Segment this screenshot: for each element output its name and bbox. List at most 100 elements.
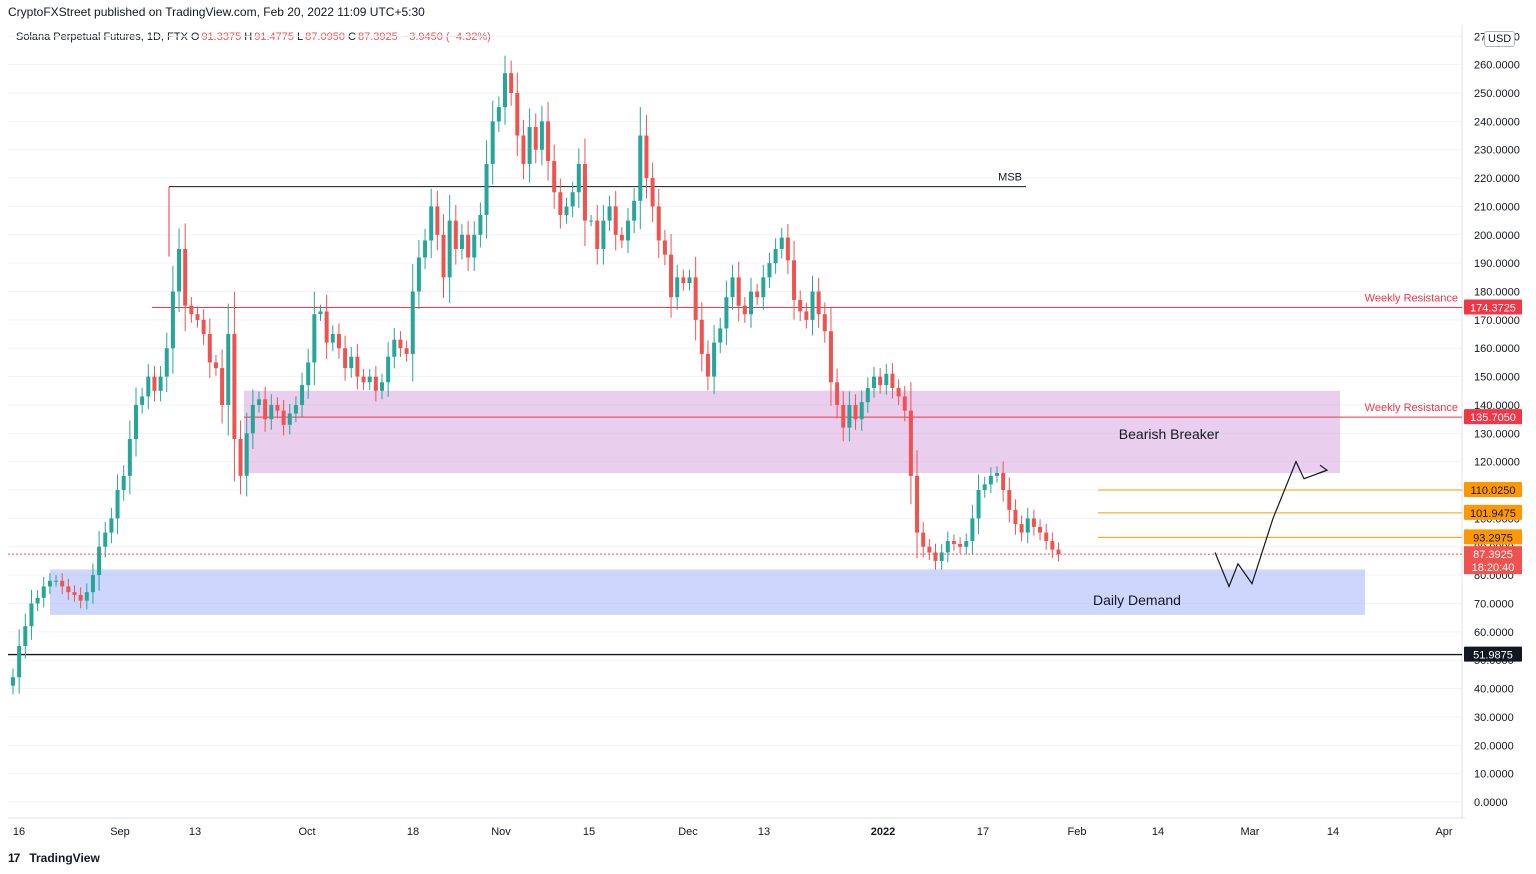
candle-body [724,297,729,329]
candle-body [72,592,77,595]
tradingview-logo-icon: 17 [8,851,20,865]
candle-body [964,541,969,547]
candle-body [1007,490,1012,510]
change-value: −3.9450 (−4.32%) [402,31,491,43]
candle-body [810,291,815,320]
price-chart[interactable]: 0.000010.000020.000030.000040.000050.000… [0,25,1536,845]
x-tick-label: Sep [110,826,130,838]
candle-body [798,300,803,312]
candle-body [115,490,120,519]
candle-body [853,404,858,420]
candle-body [687,277,692,284]
candle-body [662,240,667,255]
candle-body [220,368,225,405]
candle-body [951,541,956,544]
y-tick-label: 180.0000 [1474,287,1520,299]
candle-body [749,291,753,315]
candle-body [822,314,827,332]
y-tick-label: 200.0000 [1474,230,1520,242]
candle-body [1001,473,1006,491]
candle-body [226,334,231,405]
candle-body [29,603,34,627]
candle-body [613,206,618,235]
tradingview-footer[interactable]: 17 TradingView [8,851,100,865]
candle-body [792,260,797,301]
candle-body [705,353,710,377]
bearish-breaker-label: Bearish Breaker [1119,426,1220,442]
low-label: L [297,31,304,43]
candle-body [17,646,22,678]
candle-body [195,314,200,320]
candle-body [35,597,40,604]
candle-body [11,677,15,686]
x-tick-label: 17 [977,826,989,838]
currency-badge[interactable]: USD [1484,31,1516,47]
candle-body [263,399,268,420]
candle-body [287,413,292,425]
price-tag: 135.7050 [1464,409,1522,425]
candle-body [257,399,261,405]
candle-body [23,626,28,647]
candle-body [976,490,981,519]
candle-body [742,305,747,315]
candle-body [570,192,575,207]
candle-body [828,331,833,383]
last-price-bg [1464,546,1522,575]
y-tick-label: 250.0000 [1474,88,1520,100]
price-tag-label: 135.7050 [1470,412,1516,424]
candle-body [134,404,138,439]
symbol-label[interactable]: Solana Perpetual Futures, 1D, FTX [16,31,188,43]
candle-body [1044,532,1049,542]
candle-body [804,311,809,320]
candle-body [453,220,458,249]
x-tick-label: 14 [1152,826,1164,838]
y-tick-label: 40.0000 [1474,684,1514,696]
candle-body [816,291,821,315]
candle-body [275,404,280,411]
candle-body [496,107,501,122]
candle-body [564,206,569,215]
low-value: 87.0950 [305,31,345,43]
candle-body [459,234,464,249]
level-label: Weekly Resistance [1365,292,1458,304]
candle-body [521,135,526,164]
candle-body [785,237,790,261]
candle-body [736,277,741,306]
x-tick-label: 18 [407,826,419,838]
price-tag-bg [1464,529,1522,545]
y-tick-label: 160.0000 [1474,343,1520,355]
candle-body [908,410,913,476]
candle-body [619,234,624,241]
candle-body [896,387,901,397]
daily-demand-label: Daily Demand [1093,592,1181,608]
candle-body [177,248,182,292]
candle-body [336,334,341,349]
price-tag-bg [1464,299,1522,315]
candle-body [982,484,987,491]
candle-body [755,291,760,298]
candle-body [386,356,391,383]
candle-body [127,438,132,476]
candle-body [472,234,477,258]
close-value: 87.3925 [357,31,398,43]
candle-body [306,362,311,386]
close-label: C [348,31,356,43]
candle-body [1050,541,1055,550]
price-tag-bg [1464,409,1522,425]
candle-body [939,552,944,561]
candle-body [429,206,434,241]
candle-body [693,277,698,320]
candle-body [546,121,551,162]
chart-area[interactable]: 0.000010.000020.000030.000040.000050.000… [0,25,1536,845]
daily-demand-zone [50,569,1365,615]
x-tick-label: Apr [1435,826,1452,838]
candle-body [589,220,594,222]
candle-body [103,532,108,547]
candle-body [601,220,606,249]
y-tick-label: 170.0000 [1474,315,1520,327]
price-tag-bg [1464,481,1522,497]
candle-body [865,387,870,403]
price-tag: 93.2975 [1464,529,1522,545]
candle-body [373,376,378,391]
